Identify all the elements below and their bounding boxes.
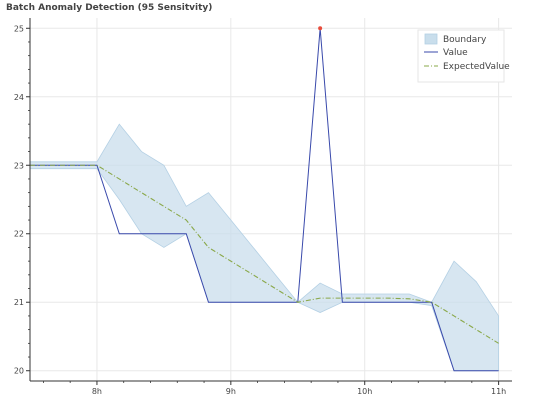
legend-label: ExpectedValue [443,62,510,72]
y-tick-label: 20 [14,367,24,376]
legend-swatch-boundary [424,33,438,45]
legend-label: Boundary [443,35,487,45]
anomaly-point [318,26,323,31]
chart-title: Batch Anomaly Detection (95 Sensitvity) [6,3,213,13]
anomaly-marker-layer [318,26,323,31]
series-layer [30,28,499,372]
y-tick-label: 22 [14,230,24,239]
boundary-band-layer [29,123,500,372]
x-tick-label: 9h [226,387,236,396]
axes: 20 21 22 23 24 25 8h 9h 10h 11h [14,18,512,396]
y-tick-label: 25 [14,24,24,33]
legend: Boundary Value ExpectedValue [417,29,510,83]
boundary-band [29,123,500,372]
y-tick-label: 21 [14,298,24,307]
value-series-line [30,28,499,372]
x-tick-label: 8h [92,387,102,396]
y-tick-label: 24 [14,93,24,102]
expected-value-series-line [30,164,499,344]
y-tick-label: 23 [14,161,24,170]
x-tick-label: 10h [357,387,372,396]
legend-label: Value [443,48,468,58]
x-tick-label: 11h [491,387,506,396]
